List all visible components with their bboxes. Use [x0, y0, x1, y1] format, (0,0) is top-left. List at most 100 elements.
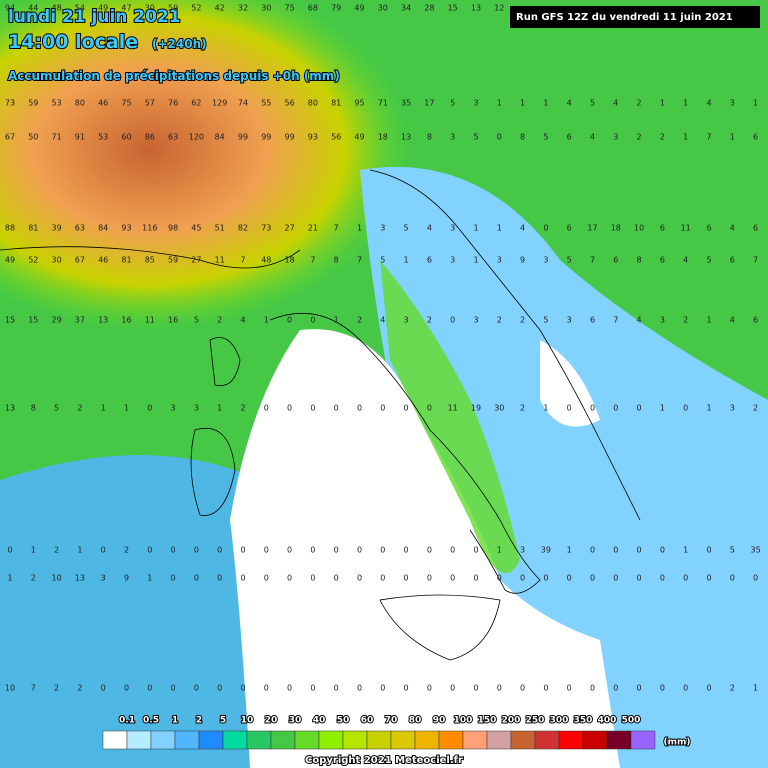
grid-value: 0 — [404, 546, 409, 555]
grid-value: 2 — [520, 316, 525, 325]
grid-value: 1 — [683, 99, 688, 108]
grid-value: 3 — [194, 404, 199, 413]
grid-value: 0 — [334, 684, 339, 693]
grid-value: 0 — [660, 684, 665, 693]
grid-value: 18 — [611, 224, 621, 233]
grid-value: 5 — [473, 133, 478, 142]
grid-value: 28 — [424, 4, 434, 13]
grid-value: 129 — [212, 99, 227, 108]
grid-value: 2 — [753, 404, 758, 413]
grid-value: 0 — [380, 404, 385, 413]
grid-value: 0 — [590, 404, 595, 413]
grid-value: 6 — [730, 256, 735, 265]
grid-value: 0 — [473, 546, 478, 555]
grid-value: 53 — [98, 133, 108, 142]
grid-value: 0 — [357, 684, 362, 693]
grid-value: 85 — [145, 256, 155, 265]
grid-value: 49 — [98, 4, 108, 13]
legend-swatch — [150, 730, 176, 750]
grid-value: 0 — [427, 684, 432, 693]
grid-value: 7 — [334, 224, 339, 233]
grid-value: 0 — [613, 684, 618, 693]
grid-value: 1 — [334, 316, 339, 325]
grid-value: 5 — [543, 133, 548, 142]
grid-value: 2 — [520, 404, 525, 413]
grid-value: 4 — [730, 316, 735, 325]
grid-value: 1 — [730, 133, 735, 142]
legend-swatch — [366, 730, 392, 750]
grid-value: 7 — [590, 256, 595, 265]
grid-value: 0 — [427, 574, 432, 583]
grid-value: 6 — [660, 224, 665, 233]
grid-value: 2 — [427, 316, 432, 325]
grid-value: 2 — [31, 574, 36, 583]
grid-value: 71 — [52, 133, 62, 142]
grid-value: 0 — [473, 574, 478, 583]
grid-value: 98 — [168, 224, 178, 233]
grid-value: 0 — [613, 404, 618, 413]
grid-value: 7 — [31, 684, 36, 693]
grid-value: 1 — [753, 99, 758, 108]
grid-value: 0 — [637, 574, 642, 583]
grid-value: 6 — [567, 224, 572, 233]
grid-value: 57 — [145, 99, 155, 108]
grid-value: 0 — [450, 316, 455, 325]
grid-value: 4 — [380, 316, 385, 325]
grid-value: 0 — [287, 684, 292, 693]
grid-value: 6 — [427, 256, 432, 265]
grid-value: 0 — [497, 684, 502, 693]
grid-value: 2 — [77, 684, 82, 693]
grid-value: 0 — [171, 546, 176, 555]
grid-value: 93 — [308, 133, 318, 142]
legend-swatch — [390, 730, 416, 750]
grid-value: 34 — [401, 4, 411, 13]
legend-label: 0.1 — [119, 716, 135, 726]
grid-value: 0 — [660, 574, 665, 583]
grid-value: 0 — [264, 404, 269, 413]
grid-value: 6 — [613, 256, 618, 265]
grid-value: 1 — [473, 256, 478, 265]
grid-value: 63 — [168, 133, 178, 142]
grid-value: 80 — [75, 99, 85, 108]
grid-value: 0 — [217, 574, 222, 583]
grid-value: 0 — [706, 684, 711, 693]
grid-value: 2 — [124, 546, 129, 555]
dry-sea — [230, 329, 620, 768]
grid-value: 1 — [660, 404, 665, 413]
grid-value: 0 — [217, 684, 222, 693]
grid-value: 3 — [404, 316, 409, 325]
grid-value: 0 — [497, 574, 502, 583]
grid-value: 3 — [473, 99, 478, 108]
grid-value: 2 — [217, 316, 222, 325]
legend-label: 5 — [220, 716, 226, 726]
legend-unit: (mm) — [664, 738, 691, 748]
grid-value: 5 — [450, 99, 455, 108]
grid-value: 27 — [191, 256, 201, 265]
grid-value: 6 — [567, 133, 572, 142]
grid-value: 0 — [520, 684, 525, 693]
grid-value: 0 — [287, 316, 292, 325]
grid-value: 1 — [497, 224, 502, 233]
grid-value: 2 — [497, 316, 502, 325]
grid-value: 1 — [473, 224, 478, 233]
grid-value: 46 — [98, 99, 108, 108]
legend-swatch — [462, 730, 488, 750]
grid-value: 47 — [121, 4, 131, 13]
grid-value: 1 — [520, 99, 525, 108]
grid-value: 35 — [751, 546, 761, 555]
grid-value: 62 — [191, 99, 201, 108]
grid-value: 0 — [310, 404, 315, 413]
legend-swatch — [510, 730, 536, 750]
grid-value: 0 — [264, 546, 269, 555]
copyright: Copyright 2021 Meteociel.fr — [305, 755, 463, 766]
grid-value: 49 — [354, 4, 364, 13]
grid-value: 13 — [98, 316, 108, 325]
grid-value: 18 — [378, 133, 388, 142]
grid-value: 0 — [380, 546, 385, 555]
grid-value: 9 — [520, 256, 525, 265]
grid-value: 0 — [567, 684, 572, 693]
blue-area — [0, 455, 280, 768]
legend-swatch — [222, 730, 248, 750]
italy-rain — [380, 260, 520, 574]
grid-value: 0 — [240, 684, 245, 693]
